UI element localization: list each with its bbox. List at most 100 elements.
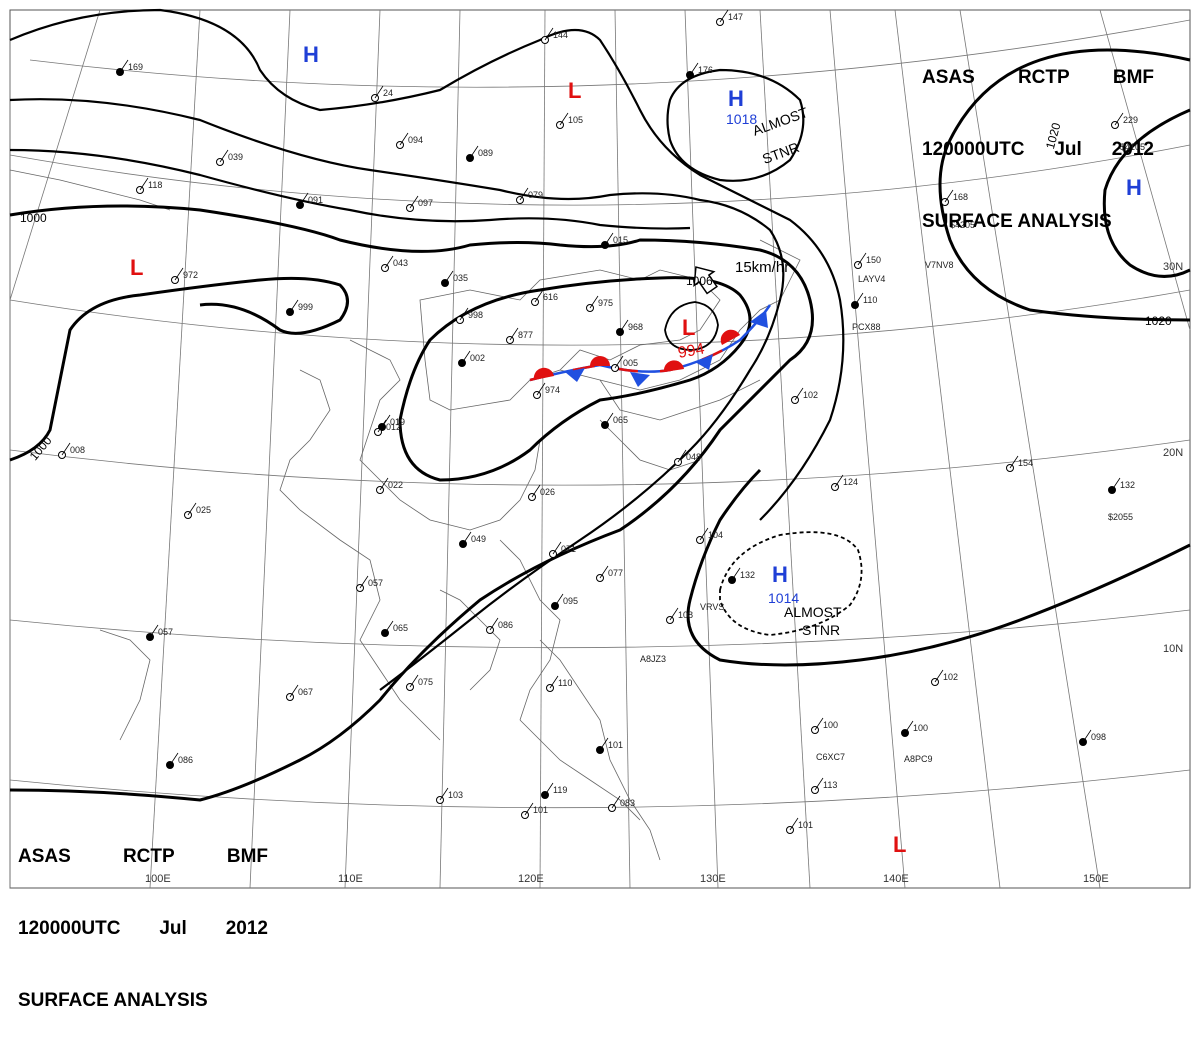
wind-barb-icon: [599, 565, 609, 579]
station-pressure-label: 108: [678, 610, 693, 620]
wind-barb-icon: [519, 187, 529, 201]
warm-front-bump: [720, 329, 740, 345]
station-pressure-label: 144: [553, 30, 568, 40]
station-pressure-label: 026: [540, 487, 555, 497]
station-plots: 169 24 094 089 105 144 176 147 039 091 097 079 015 11…: [58, 9, 1145, 834]
station-pressure-label: 089: [478, 148, 493, 158]
high-pressure-value: 1018: [726, 111, 757, 127]
station-pressure-label: 057: [158, 627, 173, 637]
longitude-label: 140E: [883, 873, 909, 885]
warm-front-bump: [663, 360, 684, 372]
map-frame: [9, 9, 1191, 889]
station-pressure-label: 065: [393, 623, 408, 633]
wind-barb-icon: [854, 292, 864, 306]
station-pressure-label: 104: [708, 530, 723, 540]
wind-barb-icon: [731, 567, 741, 581]
wind-barb-icon: [549, 675, 559, 689]
motion-arrow-icon: [693, 266, 718, 295]
wind-barb-icon: [534, 289, 544, 303]
wind-barb-icon: [834, 474, 844, 488]
wind-barb-icon: [719, 9, 729, 23]
header-product: ASAS: [18, 846, 71, 867]
high-pressure-center: H: [1126, 175, 1142, 200]
high-pressure-center: H: [303, 42, 319, 67]
isobar-label: 1006: [686, 274, 713, 288]
station-pressure-label: 065: [613, 415, 628, 425]
station-pressure-label: 071: [561, 544, 576, 554]
station-pressure-label: 877: [518, 330, 533, 340]
cold-front-barb: [695, 354, 713, 370]
station-pressure-label: 229: [1123, 115, 1138, 125]
wind-barb-icon: [669, 607, 679, 621]
wind-barb-icon: [944, 189, 954, 203]
station-pressure-label: 999: [298, 302, 313, 312]
low-pressure-center: L: [130, 255, 143, 280]
station-pressure-label: 124: [843, 477, 858, 487]
wind-barb-icon: [554, 593, 564, 607]
header-title: SURFACE ANALYSIS: [18, 990, 208, 1011]
header-top-right: ASAS RCTP BMF 120000UTC Jul 2012 SURFACE ANA…: [922, 18, 1154, 258]
longitude-label: 100E: [145, 873, 171, 885]
header-year: 2012: [225, 918, 268, 939]
ship-id-label: $2055: [1108, 512, 1133, 522]
header-title: SURFACE ANALYSIS: [922, 211, 1112, 232]
longitude-label: 150E: [1083, 873, 1109, 885]
station-pressure-label: 119: [553, 785, 567, 795]
station-pressure-label: 103: [448, 790, 463, 800]
graticule-labels: 100E 110E 120E 130E 140E 150E 30N 20N 10…: [145, 261, 1183, 885]
ship-id-label: LAYV4: [858, 274, 885, 284]
wind-barb-icon: [699, 527, 709, 541]
ship-id-label: A8JZ3: [640, 654, 666, 664]
wind-barb-icon: [299, 192, 309, 206]
station-pressure-label: 086: [178, 755, 193, 765]
wind-barb-icon: [409, 674, 419, 688]
wind-barb-icon: [219, 149, 229, 163]
high-pressure-value: 1014: [768, 590, 799, 606]
wind-barb-icon: [444, 270, 454, 284]
station-pressure-label: 002: [470, 353, 485, 363]
wind-barb-icon: [139, 177, 149, 191]
high-pressure-center: H: [728, 86, 744, 111]
cold-front-barb: [750, 310, 768, 328]
station-pressure-label: 132: [740, 570, 755, 580]
wind-barb-icon: [509, 327, 519, 341]
wind-barb-icon: [794, 387, 804, 401]
wind-barb-icon: [544, 27, 554, 41]
surface-analysis-map: 15km/hr 1000 1000 1006 1020 1020 H H 101…: [9, 8, 1191, 889]
wind-barb-icon: [1111, 477, 1121, 491]
header-bureau: BMF: [226, 846, 268, 867]
station-pressure-label: 015: [613, 235, 628, 245]
header-year: 2012: [1111, 139, 1154, 160]
wind-barb-icon: [169, 752, 179, 766]
station-pressure-label: 150: [866, 255, 881, 265]
station-pressure-label: 154: [1018, 458, 1033, 468]
wind-barb-icon: [599, 737, 609, 751]
station-pressure-label: 019: [390, 417, 405, 427]
station-pressure-label: 102: [803, 390, 818, 400]
header-station: RCTP: [122, 846, 175, 867]
header-month: Jul: [159, 918, 187, 939]
station-pressure-label: 094: [408, 135, 423, 145]
cold-front-barb: [565, 368, 585, 382]
longitude-label: 130E: [700, 873, 726, 885]
station-pressure-label: 079: [528, 190, 543, 200]
wind-barb-icon: [459, 307, 469, 321]
wind-barb-icon: [536, 382, 546, 396]
station-pressure-label: 101: [798, 820, 813, 830]
station-pressure-label: 974: [545, 385, 560, 395]
header-station: RCTP: [1017, 67, 1070, 88]
warm-front-bump: [533, 367, 554, 380]
isobars: [9, 8, 1191, 802]
wind-barb-icon: [589, 295, 599, 309]
wind-barb-icon: [814, 717, 824, 731]
wind-barb-icon: [289, 684, 299, 698]
wind-barb-icon: [149, 624, 159, 638]
ship-id-label: $4105: [1120, 142, 1145, 152]
wind-barb-icon: [439, 787, 449, 801]
station-pressure-label: 102: [943, 672, 958, 682]
low-pressure-center: L: [568, 78, 581, 103]
wind-barb-icon: [677, 449, 687, 463]
station-pressure-label: 048: [686, 452, 701, 462]
ship-id-label: VRVS: [700, 602, 724, 612]
high-pressure-center: H: [772, 562, 788, 587]
